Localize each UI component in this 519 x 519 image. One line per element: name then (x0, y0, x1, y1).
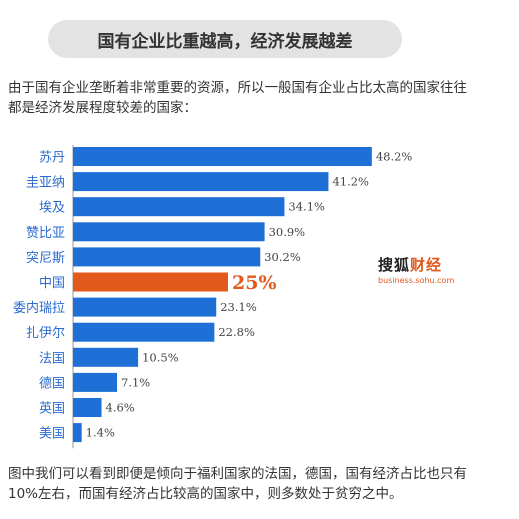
intro-text: 由于国有企业垄断着非常重要的资源，所以一般国有企业占比太高的国家往往都是经济发展… (8, 80, 467, 116)
footer-text: 图中我们可以看到即便是倾向于福利国家的法国，德国，国有经济占比也只有10%左右，… (8, 466, 467, 502)
brand-name-part1: 搜狐 (378, 256, 411, 274)
value-label-11: 1.4% (86, 426, 115, 440)
bar-8 (73, 347, 139, 367)
bar-10 (73, 398, 102, 417)
value-label-9: 7.1% (121, 375, 150, 389)
category-label-5: 中国 (39, 276, 65, 291)
bar-1 (73, 172, 329, 192)
value-label-10: 4.6% (106, 401, 135, 415)
brand-url: business.sohu.com (378, 276, 455, 285)
value-label-3: 30.9% (269, 225, 306, 239)
category-label-10: 英国 (39, 402, 65, 417)
category-label-6: 委内瑞拉 (13, 300, 65, 316)
value-label-5: 25% (232, 272, 277, 294)
bar-0 (73, 147, 372, 166)
value-label-2: 34.1% (288, 200, 325, 214)
value-label-6: 23.1% (220, 300, 257, 314)
value-label-4: 30.2% (264, 250, 301, 264)
bar-5 (73, 272, 228, 292)
chart-title: 国有企业比重越高，经济发展越差 (48, 20, 402, 58)
category-label-0: 苏丹 (39, 150, 65, 166)
category-label-9: 德国 (39, 376, 65, 391)
bar-3 (73, 222, 265, 242)
category-label-11: 美国 (39, 427, 65, 442)
value-label-1: 41.2% (332, 175, 369, 189)
category-label-1: 圭亚纳 (26, 176, 65, 191)
category-label-8: 法国 (39, 351, 65, 366)
bar-4 (73, 247, 261, 267)
bar-7 (73, 322, 215, 342)
value-label-7: 22.8% (218, 325, 255, 339)
value-label-8: 10.5% (142, 350, 179, 364)
bar-11 (73, 423, 82, 443)
category-label-2: 埃及 (39, 201, 65, 216)
value-label-0: 48.2% (376, 150, 413, 164)
bar-6 (73, 297, 217, 317)
category-label-4: 突尼斯 (26, 250, 65, 266)
brand-name-part2: 财经 (410, 256, 443, 274)
category-label-3: 赞比亚 (26, 226, 65, 241)
bar-9 (73, 372, 118, 392)
bar-2 (73, 197, 285, 217)
category-label-7: 扎伊尔 (26, 326, 65, 341)
sohu-finance-logo: 搜狐财经 business.sohu.com (378, 254, 454, 285)
